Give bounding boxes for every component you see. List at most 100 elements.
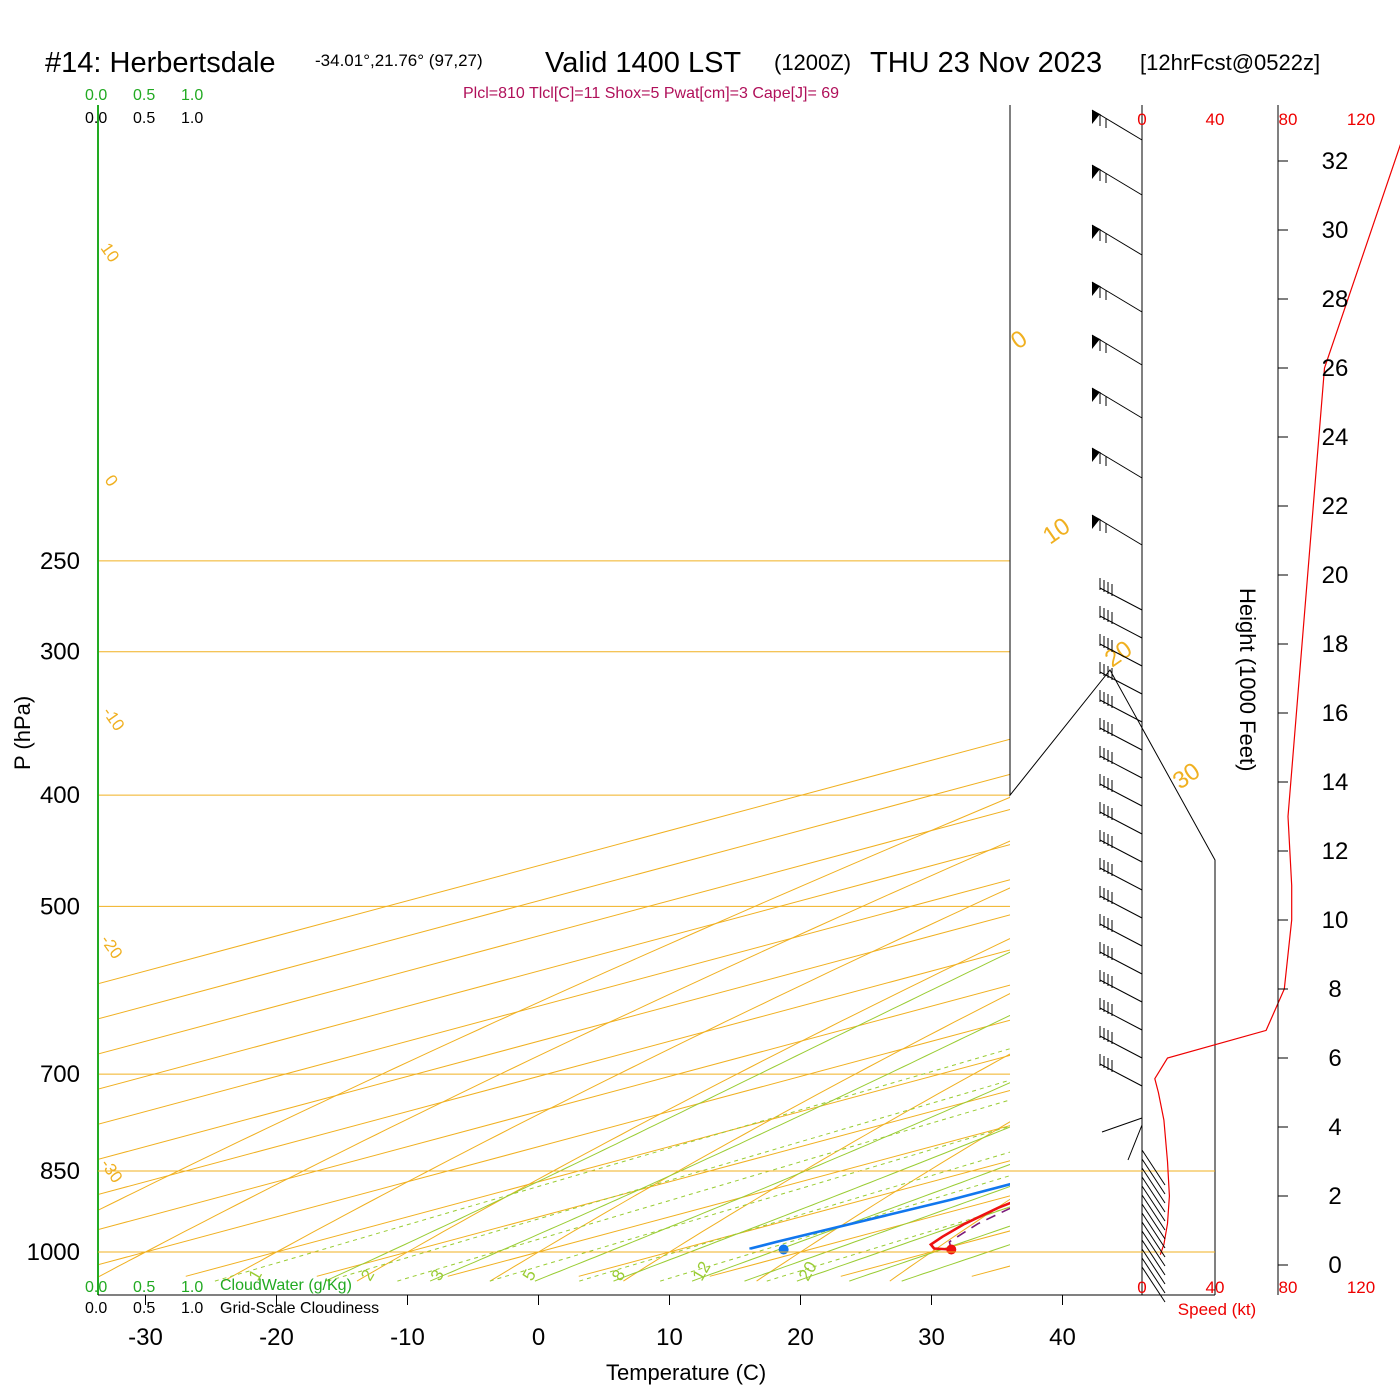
isotherm: [98, 984, 1010, 1231]
wind-barb: [1099, 886, 1143, 919]
wind-barb: [1099, 970, 1143, 1003]
cloud-tick: 0.5: [133, 87, 155, 104]
wind-barb: [1141, 1158, 1166, 1195]
isotherm: [316, 1089, 1010, 1277]
dry-adiabat: [223, 887, 1010, 1282]
dry-adiabat: [98, 840, 1010, 1278]
isotherm: [98, 949, 1010, 1196]
cloud-tick: 1.0: [181, 87, 203, 104]
wind-barb: [1091, 387, 1143, 419]
isotherm: [185, 1054, 1010, 1277]
wind-barb: [1141, 1230, 1166, 1267]
pressure-ticks: 250 300 400 500 700 850 1000: [27, 548, 80, 1266]
isotherm: [98, 773, 1010, 1020]
forecast-date: THU 23 Nov 2023: [870, 47, 1102, 79]
wind-barb: [1127, 1124, 1143, 1161]
height-tick-label: 12: [1322, 838, 1349, 865]
dry-adiabat: [623, 1053, 1010, 1282]
height-tick-label: 10: [1322, 907, 1349, 934]
dry-adiabat: [756, 1121, 1010, 1282]
wind-barb: [1141, 1167, 1166, 1204]
wind-barb: [1099, 774, 1143, 807]
mixing-ratio-line: [660, 1175, 1010, 1282]
wind-barb: [1141, 1221, 1166, 1258]
x-tick-label: 30: [918, 1324, 945, 1351]
mixing-ratio-line: [214, 1048, 1010, 1282]
isotherm: [578, 1160, 1010, 1277]
y-tick-label: 850: [40, 1158, 80, 1185]
wind-barb: [1099, 606, 1143, 639]
wind-barb: [1141, 1203, 1166, 1240]
isotherm: [98, 738, 1010, 985]
isotherm: [447, 1125, 1010, 1277]
wind-barb: [1099, 578, 1143, 611]
wind-barb: [1141, 1185, 1166, 1222]
wind-barb: [1101, 1117, 1143, 1133]
cloud-tick: 0.0: [85, 87, 107, 104]
height-tick-label: 14: [1322, 769, 1349, 796]
wind-barb: [1099, 1026, 1143, 1059]
wind-barb: [1141, 1176, 1166, 1213]
speed-tick-label: 40: [1206, 1278, 1225, 1297]
thermo-grid: [98, 560, 1010, 1282]
mixing-ratio-line: [397, 1099, 1010, 1282]
wind-barb: [1141, 1212, 1166, 1249]
speed-axis-label: Speed (kt): [1178, 1300, 1256, 1319]
wind-barb: [1091, 447, 1143, 479]
temperature-ticks: -30 -20 -10 0 10 20 30 40: [128, 1295, 1076, 1351]
wind-barb: [1091, 109, 1143, 141]
dewpoint-trace: [749, 1182, 1010, 1250]
moist-adiabat: [691, 1163, 1010, 1282]
y-axis-label: P (hPa): [10, 696, 35, 770]
wind-barb: [1099, 718, 1143, 751]
wind-barb: [1091, 334, 1143, 366]
parcel-trace: [948, 1207, 1010, 1250]
wind-barb: [1141, 1149, 1166, 1186]
cloudiness-tick: 0.0: [85, 110, 107, 127]
plot-right-border: [1009, 105, 1216, 1295]
dry-adiabat: [356, 937, 1010, 1282]
wind-barb: [1099, 914, 1143, 947]
y-tick-label: 400: [40, 782, 80, 809]
moist-adiabat: [429, 1014, 1010, 1282]
speed-tick-label: 120: [1347, 110, 1375, 129]
wind-barb: [1141, 1248, 1166, 1285]
height-tick-label: 2: [1328, 1183, 1341, 1210]
cloudiness-label: Grid-Scale Cloudiness: [220, 1300, 379, 1317]
moist-adiabat: [534, 1082, 1010, 1282]
speed-tick-label: 40: [1206, 110, 1225, 129]
x-tick-label: -30: [128, 1324, 163, 1351]
y2-axis-label: Height (1000 Feet): [1235, 588, 1260, 771]
height-tick-label: 8: [1328, 976, 1341, 1003]
cloud-tick: 0.0: [85, 1279, 107, 1296]
cloudiness-scale-bottom: 0.0 0.5 1.0 Grid-Scale Cloudiness: [85, 1300, 379, 1317]
wind-barb: [1099, 634, 1143, 667]
isotherm-label: 10: [1038, 512, 1075, 549]
moist-adiabat: [325, 951, 1010, 1282]
height-tick-label: 22: [1322, 493, 1349, 520]
speed-tick-label: 80: [1279, 1278, 1298, 1297]
height-tick-label: 20: [1322, 562, 1349, 589]
x-tick-label: 10: [656, 1324, 683, 1351]
wind-barb: [1091, 514, 1143, 546]
wind-barb: [1099, 802, 1143, 835]
y-tick-label: 250: [40, 548, 80, 575]
wind-barb: [1141, 1257, 1166, 1294]
cloudiness-scale-top: 0.0 0.5 1.0: [85, 110, 203, 127]
isotherm: [98, 1019, 1010, 1266]
isotherm: [709, 1195, 1010, 1277]
cloudiness-tick: 1.0: [181, 1300, 203, 1317]
cloud-tick: 0.5: [133, 1279, 155, 1296]
sounding-traces: [749, 1182, 1010, 1255]
dry-adiabat: [489, 992, 1010, 1282]
cloudiness-tick: 0.5: [133, 110, 155, 127]
height-tick-label: 28: [1322, 286, 1349, 313]
wind-barb: [1141, 1194, 1166, 1231]
wind-barb: [1099, 998, 1143, 1031]
y-tick-label: 1000: [27, 1239, 80, 1266]
isotherm: [98, 808, 1010, 1055]
height-tick-label: 24: [1322, 424, 1349, 451]
